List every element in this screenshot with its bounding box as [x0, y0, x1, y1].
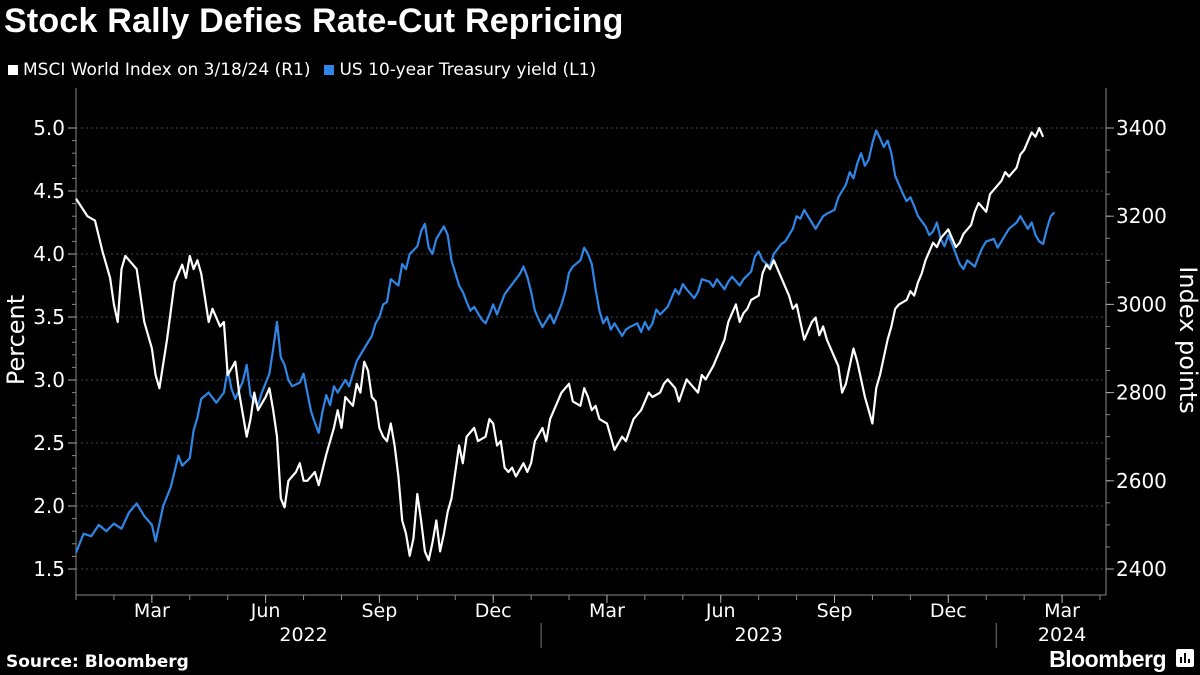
x-tick-label: Mar — [589, 600, 625, 622]
year-label: 2024 — [1038, 624, 1086, 646]
left-tick-label: 1.5 — [33, 557, 65, 581]
legend-swatch-yield — [324, 65, 335, 75]
bloomberg-chart-icon — [1176, 649, 1194, 667]
x-tick-label: Mar — [1044, 600, 1080, 622]
x-tick-label: Dec — [930, 600, 967, 622]
legend-item-yield: US 10-year Treasury yield (L1) — [324, 60, 596, 80]
legend-label-yield: US 10-year Treasury yield (L1) — [339, 60, 597, 80]
left-tick-label: 2.0 — [33, 494, 65, 518]
left-tick-label: 4.5 — [33, 179, 65, 203]
left-tick-label: 3.5 — [33, 305, 65, 329]
legend-swatch-msci — [8, 65, 18, 75]
x-tick-label: Jun — [705, 600, 736, 622]
right-tick-label: 3200 — [1116, 204, 1167, 228]
right-axis-title: Index points — [1174, 266, 1200, 413]
chart-title: Stock Rally Defies Rate-Cut Repricing — [4, 2, 624, 40]
right-tick-label: 2600 — [1116, 469, 1167, 493]
series-line-msci-world — [75, 126, 1045, 562]
x-tick-label: Sep — [362, 600, 398, 622]
right-tick-label: 2800 — [1116, 381, 1167, 405]
legend: MSCI World Index on 3/18/24 (R1) US 10-y… — [8, 60, 596, 80]
left-axis-title: Percent — [2, 295, 30, 385]
brand-logo: Bloomberg — [1049, 646, 1166, 672]
x-tick-label: Sep — [817, 600, 853, 622]
x-tick-label: Jun — [250, 600, 281, 622]
x-tick-label: Mar — [134, 600, 170, 622]
right-tick-label: 3000 — [1116, 292, 1167, 316]
left-tick-label: 2.5 — [33, 431, 65, 455]
left-tick-label: 3.0 — [33, 368, 65, 392]
series-line-treasury-yield — [74, 129, 1056, 554]
left-tick-label: 5.0 — [33, 116, 65, 140]
source-note: Source: Bloomberg — [6, 652, 189, 672]
right-tick-label: 2400 — [1116, 557, 1167, 581]
legend-label-msci: MSCI World Index on 3/18/24 (R1) — [23, 60, 311, 80]
legend-item-msci: MSCI World Index on 3/18/24 (R1) — [8, 60, 310, 80]
x-tick-label: Dec — [475, 600, 512, 622]
right-tick-label: 3400 — [1116, 116, 1167, 140]
left-tick-label: 4.0 — [33, 242, 65, 266]
year-label: 2022 — [279, 624, 327, 646]
year-label: 2023 — [734, 624, 782, 646]
